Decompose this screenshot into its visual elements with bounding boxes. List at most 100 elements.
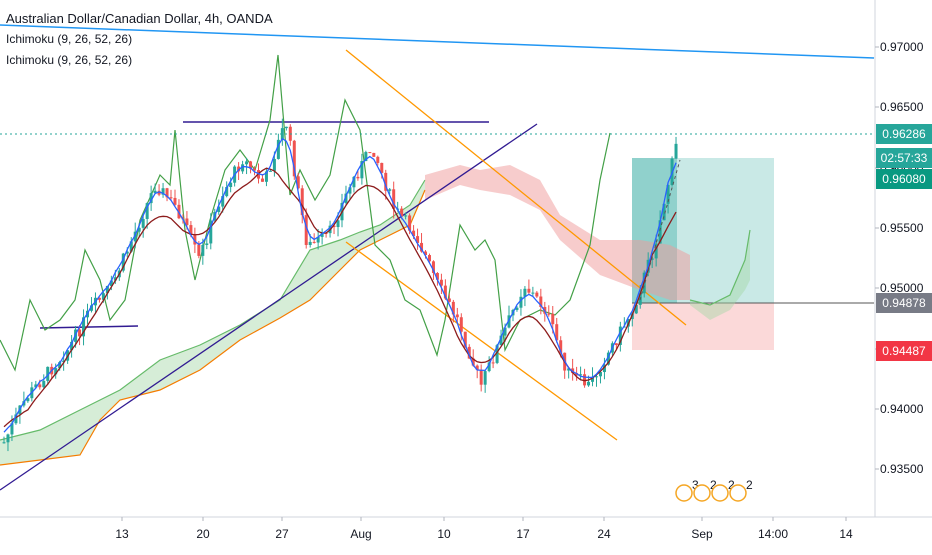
candle-body xyxy=(26,398,30,402)
y-tick-label: 0.95500 xyxy=(880,221,924,235)
candle-body xyxy=(82,317,86,337)
chart-legend: Australian Dollar/Canadian Dollar, 4h, O… xyxy=(6,8,273,71)
candle-body xyxy=(388,189,392,191)
candle-body xyxy=(58,362,62,369)
ascending-trend-line xyxy=(0,123,538,491)
x-tick-label: Aug xyxy=(350,527,371,541)
projection-dashed-line xyxy=(639,159,681,301)
candle-body xyxy=(372,152,376,157)
countdown-tag: 02:57:33 xyxy=(876,148,932,168)
candle-body xyxy=(276,139,280,159)
entry-price-tag: 0.94878 xyxy=(876,293,932,313)
indicator-label[interactable]: Ichimoku (9, 26, 52, 26) xyxy=(6,32,133,46)
candle-body xyxy=(392,189,396,209)
candle-body xyxy=(165,188,169,198)
candle-body xyxy=(435,273,439,280)
candle-body xyxy=(384,172,388,191)
last-price-tag: 0.96286 xyxy=(876,124,932,144)
x-tick-label: Sep xyxy=(691,527,713,541)
event-badge-count: 3 xyxy=(692,478,699,492)
candle-body xyxy=(622,326,626,328)
candle-body xyxy=(137,227,141,232)
candle-body xyxy=(38,384,42,388)
candle-body xyxy=(109,280,113,286)
candle-body xyxy=(535,292,539,297)
x-tick-label: 13 xyxy=(115,527,129,541)
candle-body xyxy=(427,255,431,262)
candle-body xyxy=(10,423,14,435)
candle-body xyxy=(46,366,50,381)
candle-body xyxy=(507,315,511,328)
x-tick-label: 10 xyxy=(437,527,451,541)
chart-title[interactable]: Australian Dollar/Canadian Dollar, 4h, O… xyxy=(6,11,273,26)
ichimoku-cloud-bullish xyxy=(0,180,425,465)
economic-event-icon xyxy=(675,484,693,502)
candle-body xyxy=(658,220,662,244)
candle-body xyxy=(145,203,149,219)
horizontal-level-line-2 xyxy=(39,325,139,329)
candle-body xyxy=(618,326,622,345)
candle-body xyxy=(113,277,117,281)
y-tick-label: 0.94000 xyxy=(880,402,924,416)
x-tick-label: 17 xyxy=(516,527,530,541)
candle-body xyxy=(336,220,340,228)
candle-body xyxy=(217,206,221,213)
candle-body xyxy=(491,362,495,364)
candle-body xyxy=(539,296,543,307)
candle-body xyxy=(229,182,233,188)
x-tick-label: 24 xyxy=(597,527,611,541)
candle-body xyxy=(2,442,6,444)
candle-body xyxy=(201,244,205,256)
candle-body xyxy=(471,358,475,366)
candle-body xyxy=(467,346,471,359)
indicator-label[interactable]: Ichimoku (9, 26, 52, 26) xyxy=(6,53,133,67)
ichimoku-cloud-future xyxy=(690,230,750,320)
candle-body xyxy=(125,251,129,254)
candle-body xyxy=(368,152,372,154)
candle-body xyxy=(185,218,189,226)
candle-body xyxy=(662,203,666,221)
candle-body xyxy=(225,187,229,197)
leading-span-a xyxy=(0,179,426,441)
candle-body xyxy=(487,362,491,372)
candle-body xyxy=(459,317,463,332)
ichimoku-base-line xyxy=(3,167,677,428)
candle-body xyxy=(133,231,137,242)
candle-body xyxy=(153,190,157,194)
candle-body xyxy=(97,297,101,300)
candle-body xyxy=(89,305,93,311)
candle-body xyxy=(559,340,563,353)
candle-body xyxy=(598,372,602,377)
candle-body xyxy=(567,368,571,371)
candle-body xyxy=(475,365,479,370)
candle-body xyxy=(316,236,320,243)
y-tick-label: 0.95000 xyxy=(880,281,924,295)
candle-body xyxy=(551,313,555,325)
candle-body xyxy=(523,288,527,297)
candle-body xyxy=(121,253,125,271)
candle-body xyxy=(352,176,356,188)
candle-body xyxy=(348,187,352,194)
candle-body xyxy=(431,261,435,274)
y-tick-label: 0.93500 xyxy=(880,462,924,476)
y-tick-label: 0.97000 xyxy=(880,40,924,54)
candle-body xyxy=(42,380,46,388)
candle-body xyxy=(614,343,618,345)
candle-body xyxy=(400,208,404,217)
candle-body xyxy=(70,341,74,351)
candle-body xyxy=(447,298,451,302)
candle-body xyxy=(304,215,308,245)
candle-body xyxy=(241,164,245,172)
candle-body xyxy=(173,197,177,205)
candle-body xyxy=(253,168,257,171)
candle-body xyxy=(503,327,507,336)
candle-body xyxy=(420,242,424,252)
y-tick-label: 0.96500 xyxy=(880,100,924,114)
candle-body xyxy=(364,152,368,162)
candle-body xyxy=(105,285,109,294)
candle-body xyxy=(245,161,249,165)
economic-event-icon xyxy=(693,484,711,502)
candle-body xyxy=(221,196,225,207)
